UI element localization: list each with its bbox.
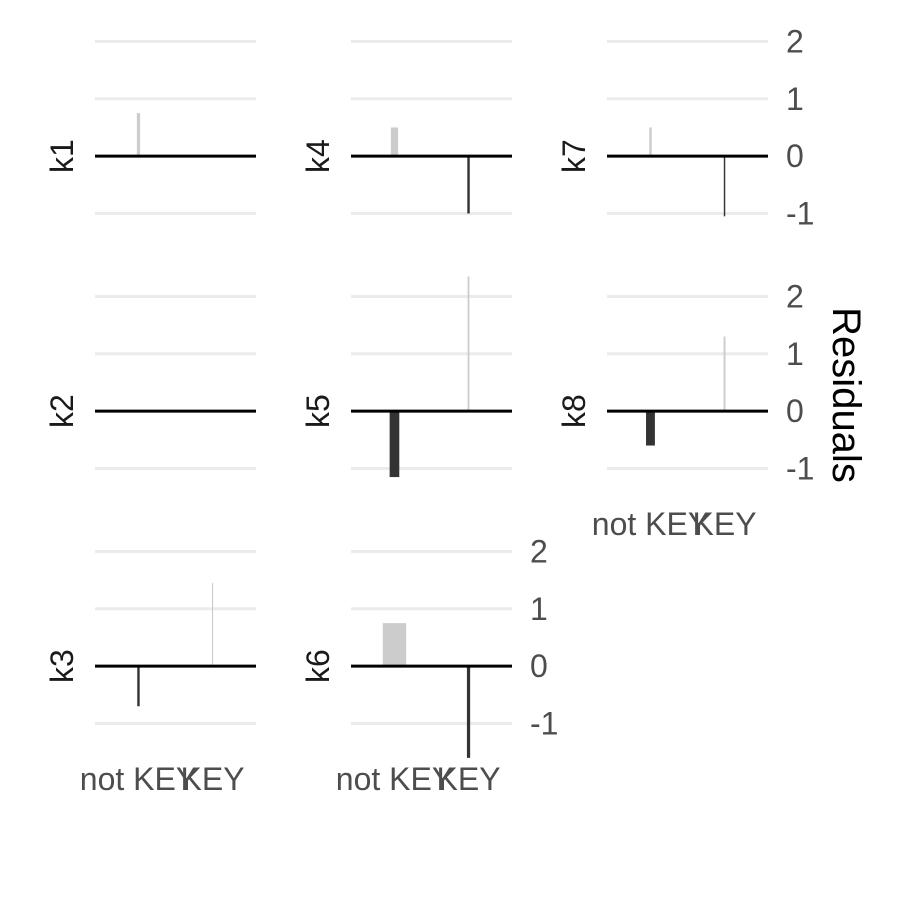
- bar-k6-key: [466, 666, 471, 758]
- y-axis-label: Residuals: [824, 307, 868, 483]
- y-tick-label-k8-1: 1: [786, 336, 804, 372]
- bar-k7-key: [723, 156, 726, 217]
- y-tick-label-k7--1: -1: [786, 195, 814, 231]
- y-tick-label-k6-1: 1: [530, 591, 548, 627]
- y-tick-label-k8-2: 2: [786, 278, 804, 314]
- facet-label-k7: k7: [556, 139, 592, 173]
- bar-k3-not-key: [137, 666, 140, 707]
- bar-k5-not-key: [389, 411, 400, 478]
- y-tick-label-k6-0: 0: [530, 648, 548, 684]
- y-tick-label-k8-0: 0: [786, 393, 804, 429]
- bar-k5-key: [467, 276, 470, 412]
- bar-k4-not-key: [390, 127, 399, 157]
- facet-label-k1: k1: [44, 139, 80, 173]
- x-tick-label-k3-key: KEY: [181, 761, 245, 797]
- y-tick-label-k6-2: 2: [530, 533, 548, 569]
- bar-k4-key: [467, 156, 470, 214]
- bar-k3-key: [211, 583, 214, 667]
- x-tick-label-k6-not-key: not KEY: [336, 761, 453, 797]
- bar-k8-key: [723, 336, 726, 412]
- panel-k5: k5: [300, 276, 512, 478]
- panel-k7: k7 -1 0 1 2: [556, 23, 814, 231]
- facet-label-k3: k3: [44, 649, 80, 683]
- y-tick-label-k6--1: -1: [530, 705, 558, 741]
- x-tick-label-k8-not-key: not KEY: [592, 506, 709, 542]
- bar-k1-not-key: [136, 113, 141, 157]
- bar-k8-not-key: [646, 411, 655, 446]
- y-tick-label-k7-1: 1: [786, 81, 804, 117]
- panel-k1: k1: [44, 39, 256, 215]
- y-tick-label-k7-2: 2: [786, 23, 804, 59]
- y-tick-label-k7-0: 0: [786, 138, 804, 174]
- x-tick-label-k3-not-key: not KEY: [80, 761, 197, 797]
- facet-label-k8: k8: [556, 394, 592, 428]
- facet-label-k5: k5: [300, 394, 336, 428]
- y-tick-label-k8--1: -1: [786, 450, 814, 486]
- x-tick-label-k8-key: KEY: [693, 506, 757, 542]
- x-tick-label-k6-key: KEY: [437, 761, 501, 797]
- facet-label-k4: k4: [300, 139, 336, 173]
- bar-k7-not-key: [649, 127, 652, 157]
- panel-k4: k4: [300, 39, 512, 215]
- panel-k2: k2: [44, 294, 256, 470]
- facet-label-k2: k2: [44, 394, 80, 428]
- facet-label-k6: k6: [300, 649, 336, 683]
- bar-k6-not-key: [382, 623, 407, 667]
